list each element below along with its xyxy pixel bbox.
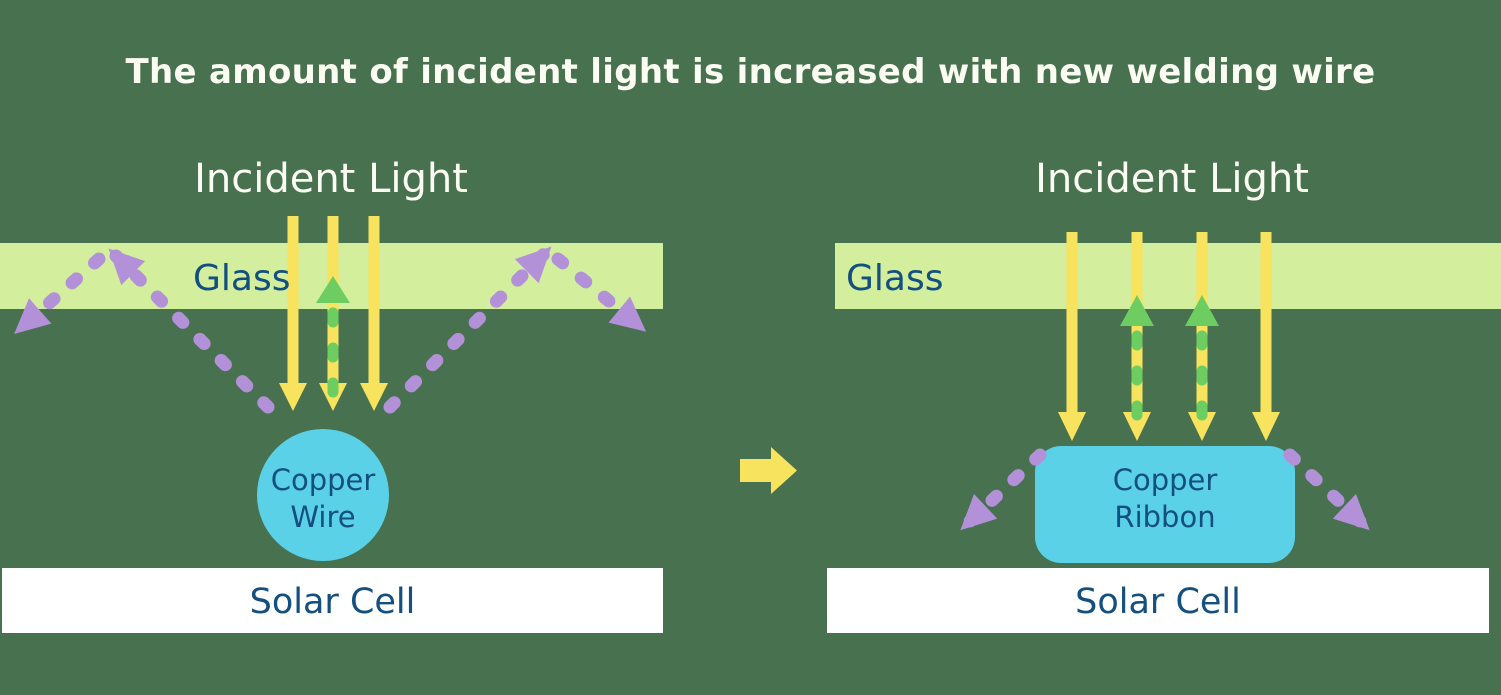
glass-label-left: Glass <box>193 258 291 299</box>
copper-ribbon-rect <box>1035 446 1295 563</box>
reflected-green-rays-right <box>1120 295 1219 441</box>
copper-ribbon-label: Copper Ribbon <box>1035 462 1295 536</box>
copper-wire-label-line1: Copper <box>270 463 376 497</box>
solar-cell-bar-right <box>827 568 1489 633</box>
copper-ribbon-label-line1: Copper <box>1112 463 1218 497</box>
copper-ribbon-label-line2: Ribbon <box>1114 500 1216 534</box>
scattered-ray-ribbon-left <box>960 448 1047 531</box>
scattered-ray-ribbon-right <box>1283 448 1370 531</box>
transform-arrow-icon <box>740 447 797 494</box>
copper-wire-circle <box>257 429 389 561</box>
copper-wire-label: Copper Wire <box>257 462 389 536</box>
glass-label-right: Glass <box>846 258 944 299</box>
solar-cell-label-left: Solar Cell <box>249 582 416 622</box>
glass-bar-left <box>0 243 663 309</box>
copper-wire-label-line2: Wire <box>290 500 356 534</box>
solar-cell-bar-left <box>2 568 663 633</box>
incident-light-label-left: Incident Light <box>194 156 468 202</box>
solar-cell-label-right: Solar Cell <box>1075 582 1241 622</box>
glass-bar-right <box>835 243 1501 309</box>
page-title: The amount of incident light is increase… <box>125 52 1376 92</box>
incident-light-label-right: Incident Light <box>1035 156 1309 202</box>
